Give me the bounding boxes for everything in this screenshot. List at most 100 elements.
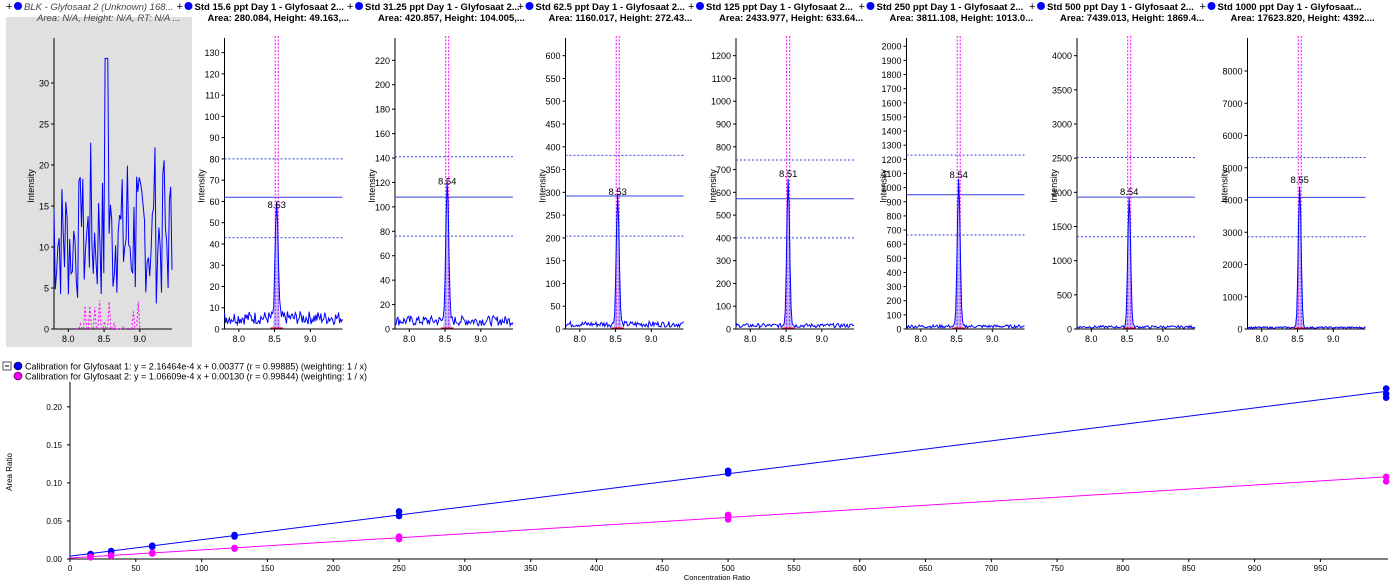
calibration-point[interactable] — [148, 549, 156, 557]
panel-subtitle: Area: N/A, Height: N/A, RT: N/A ... — [36, 13, 180, 24]
y-tick-label: 900 — [886, 197, 901, 207]
x-tick-label: 9.0 — [1157, 334, 1170, 344]
calib-x-tick-label: 650 — [919, 564, 933, 573]
panel-title[interactable]: BLK - Glyfosaat 2 (Unknown) 168... — [24, 2, 173, 13]
expand-toggle-icon[interactable]: + — [688, 1, 694, 13]
calibration-point[interactable] — [395, 512, 403, 520]
chromatogram-panel[interactable]: + Std 500 ppt Day 1 - Glyfosaat 2...Area:… — [1029, 1, 1204, 344]
calibration-point[interactable] — [724, 467, 732, 475]
calib-y-tick-label: 0.20 — [46, 403, 62, 412]
sample-dot-icon — [525, 2, 534, 10]
panel-title[interactable]: Std 15.6 ppt Day 1 - Glyfosaat 2... — [195, 2, 344, 13]
calib-x-tick-label: 400 — [590, 564, 604, 573]
calib-x-tick-label: 950 — [1314, 564, 1328, 573]
y-tick-label: 220 — [375, 56, 390, 66]
calibration-point[interactable] — [1382, 473, 1390, 481]
quantifier-trace — [735, 178, 855, 329]
chromatogram-panel[interactable]: + Std 15.6 ppt Day 1 - Glyfosaat 2...Area… — [177, 1, 350, 344]
calibration-point[interactable] — [724, 511, 732, 519]
chromatogram-panel[interactable]: + Std 125 ppt Day 1 - Glyfosaat 2...Area:… — [688, 1, 863, 344]
calibration-point[interactable] — [87, 553, 94, 561]
calib-x-tick-label: 150 — [261, 564, 275, 573]
y-tick-label: 0 — [896, 325, 901, 335]
calib-x-tick-label: 700 — [985, 564, 999, 573]
y-tick-label: 0 — [385, 325, 390, 335]
panel-title[interactable]: Std 125 ppt Day 1 - Glyfosaat 2... — [706, 2, 853, 13]
y-tick-label: 1000 — [881, 183, 901, 193]
calibration-point[interactable] — [107, 552, 115, 559]
y-tick-label: 1200 — [711, 51, 731, 61]
calibration-point[interactable] — [231, 531, 238, 539]
calibration-point[interactable] — [1382, 390, 1390, 398]
chromatogram-panel[interactable]: + BLK - Glyfosaat 2 (Unknown) 168...Area:… — [6, 1, 192, 347]
chromatogram-panel[interactable]: + Std 1000 ppt Day 1 - Glyfosaat...Area: … — [1200, 1, 1375, 344]
chromatogram-panel[interactable]: + Std 62.5 ppt Day 1 - Glyfosaat 2...Area… — [518, 1, 693, 344]
calibration-point[interactable] — [1382, 385, 1390, 392]
y-tick-label: 90 — [209, 133, 219, 143]
x-tick-label: 9.0 — [134, 334, 147, 344]
calibration-point[interactable] — [395, 533, 403, 540]
calibration-legend: Calibration for Glyfosaat 1: y = 2.16464… — [2, 361, 367, 382]
x-tick-label: 9.0 — [986, 334, 999, 344]
expand-toggle-icon[interactable]: + — [859, 1, 865, 13]
expand-toggle-icon[interactable]: + — [518, 1, 524, 13]
sample-dot-icon — [696, 2, 704, 10]
x-tick-label: 8.0 — [574, 334, 587, 344]
y-tick-label: 0 — [44, 325, 49, 335]
calibration-point[interactable] — [395, 508, 403, 515]
expand-toggle-icon[interactable]: + — [347, 1, 353, 13]
integrated-peak-area — [613, 199, 622, 329]
chromatogram-panel[interactable]: + Std 250 ppt Day 1 - Glyfosaat 2...Area:… — [859, 1, 1034, 344]
y-tick-label: 1800 — [881, 70, 901, 80]
y-axis-label: Intensity — [879, 169, 889, 203]
y-tick-label: 500 — [1057, 290, 1072, 300]
expand-toggle-icon[interactable]: + — [6, 1, 12, 13]
y-tick-label: 200 — [716, 279, 731, 289]
y-tick-label: 2000 — [881, 42, 901, 52]
y-tick-label: 1300 — [881, 141, 901, 151]
y-tick-label: 200 — [886, 296, 901, 306]
panel-title[interactable]: Std 62.5 ppt Day 1 - Glyfosaat 2... — [536, 2, 685, 13]
expand-toggle-icon[interactable]: + — [1200, 1, 1206, 13]
y-tick-label: 70 — [209, 176, 219, 186]
calib-x-tick-label: 50 — [131, 564, 140, 573]
x-tick-label: 8.0 — [744, 334, 757, 344]
panel-subtitle: Area: 2433.977, Height: 633.64... — [719, 13, 863, 24]
y-tick-label: 500 — [545, 97, 560, 107]
panel-title[interactable]: Std 500 ppt Day 1 - Glyfosaat 2... — [1047, 2, 1194, 13]
peak-rt-label: 8.53 — [608, 187, 627, 198]
y-tick-label: 100 — [375, 202, 390, 212]
panel-title[interactable]: Std 1000 ppt Day 1 - Glyfosaat... — [1218, 2, 1362, 13]
calib-x-tick-label: 450 — [656, 564, 670, 573]
quantifier-trace — [224, 202, 343, 327]
expand-toggle-icon[interactable]: + — [1029, 1, 1035, 13]
y-tick-label: 1500 — [881, 112, 901, 122]
chromatogram-panel[interactable]: + Std 31.25 ppt Day 1 - Glyfosaat 2...Are… — [347, 1, 525, 344]
y-tick-label: 110 — [205, 91, 219, 101]
calib-y-tick-label: 0.10 — [46, 479, 62, 488]
y-tick-label: 0 — [555, 325, 560, 335]
y-tick-label: 20 — [39, 161, 49, 171]
calibration-point[interactable] — [148, 542, 156, 549]
y-axis-label: Intensity — [197, 169, 207, 203]
peak-rt-label: 8.53 — [267, 200, 286, 211]
y-tick-label: 550 — [545, 74, 560, 84]
y-tick-label: 130 — [204, 48, 219, 58]
y-tick-label: 150 — [545, 256, 560, 266]
calibration-point[interactable] — [231, 544, 238, 552]
y-tick-label: 1200 — [881, 155, 901, 165]
x-tick-label: 8.5 — [439, 334, 452, 344]
y-tick-label: 3000 — [1052, 120, 1072, 130]
panel-title[interactable]: Std 250 ppt Day 1 - Glyfosaat 2... — [877, 2, 1024, 13]
calibration-point[interactable] — [1382, 478, 1390, 485]
integrated-peak-area — [442, 188, 452, 329]
y-tick-label: 0 — [1067, 325, 1072, 335]
panel-subtitle: Area: 17623.820, Height: 4392.... — [1231, 13, 1375, 24]
panel-title[interactable]: Std 31.25 ppt Day 1 - Glyfosaat 2... — [365, 2, 520, 13]
calib-y-tick-label: 0.15 — [46, 441, 62, 450]
expand-toggle-icon[interactable]: + — [177, 1, 183, 13]
calibration-curve-plot: 0 50 100 150 200 250 300 350 400 450 500 550 600 650 7… — [5, 382, 1390, 582]
y-tick-label: 0 — [214, 325, 219, 335]
quantifier-trace — [565, 194, 684, 329]
blank-qual-trace — [75, 300, 141, 330]
